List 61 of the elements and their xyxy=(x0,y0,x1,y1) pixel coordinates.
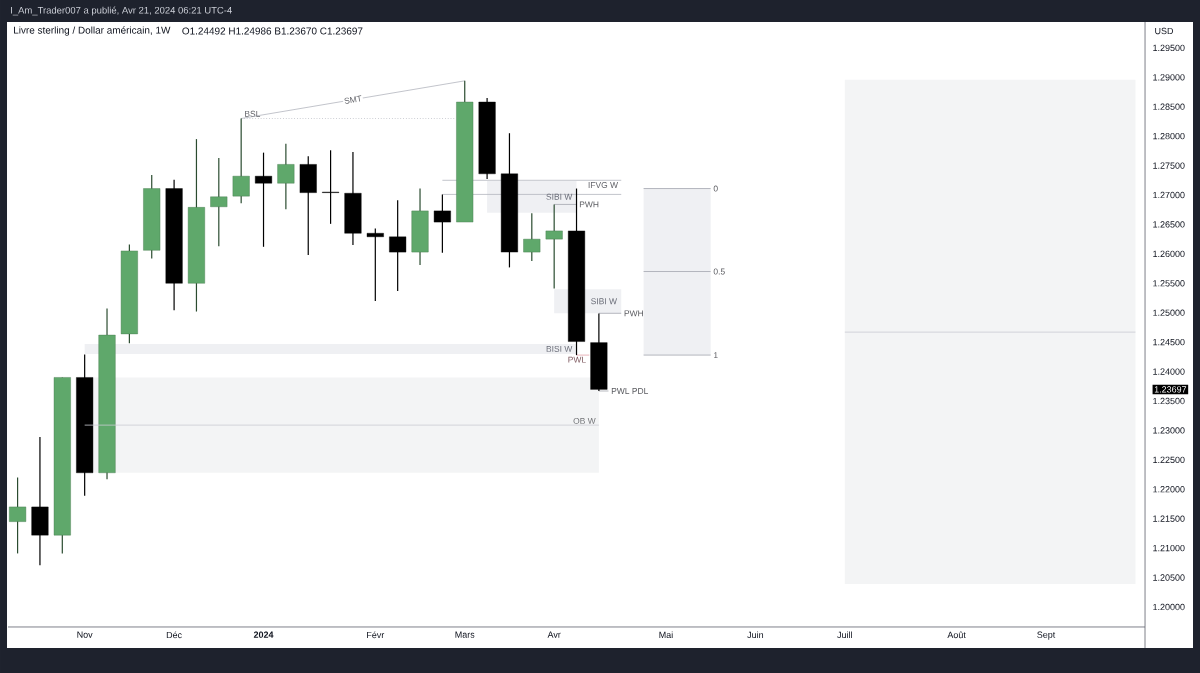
candlestick xyxy=(322,149,340,225)
y-tick-label: 1.23697 xyxy=(1154,386,1187,393)
y-tick-label: 1.20000 xyxy=(1153,603,1185,611)
x-tick-label: Mars xyxy=(455,631,475,638)
candlestick xyxy=(9,476,27,555)
series-label: PWH xyxy=(624,310,643,317)
y-axis-title: USD xyxy=(1155,27,1174,35)
y-tick-label: 1.23500 xyxy=(1153,397,1185,405)
candlestick xyxy=(232,117,250,204)
y-tick-label: 1.27500 xyxy=(1153,162,1185,169)
text: BISI W xyxy=(546,345,573,352)
candlestick xyxy=(523,212,541,262)
text: SIBI W xyxy=(591,298,618,305)
candlestick xyxy=(545,203,563,290)
x-tick-label: Juin xyxy=(747,631,764,639)
y-tick-label: 1.28500 xyxy=(1153,103,1185,110)
x-tick-label: Nov xyxy=(77,631,93,638)
text: SIBI W xyxy=(546,193,573,200)
y-tick-label: 1.25500 xyxy=(1153,280,1185,287)
series-label: IFVG W xyxy=(588,182,619,188)
series-label: 0 xyxy=(713,185,718,192)
y-tick-label: 1.20500 xyxy=(1153,574,1185,581)
y-tick-label: 1.21000 xyxy=(1153,544,1185,552)
y-tick-label: 1.28000 xyxy=(1153,132,1185,140)
series-label: 0.5 xyxy=(713,268,725,275)
y-tick-label: 1.25000 xyxy=(1153,309,1185,316)
y-tick-label: 1.26500 xyxy=(1153,221,1185,228)
text: I_Am_Trader007 a publié, Avr 21, 2024 06:21 UTC-4 xyxy=(11,6,232,16)
chart-title: Livre sterling / Dollar américain, 1W xyxy=(14,26,171,36)
x-tick-label: Sept xyxy=(1037,631,1056,640)
candlestick xyxy=(255,152,273,248)
series-label: PWH xyxy=(579,201,599,208)
y-tick-label: 1.22500 xyxy=(1153,456,1185,464)
y-tick-label: 1.24000 xyxy=(1153,368,1185,375)
x-tick-label: Avr xyxy=(547,631,561,638)
series-label: 1 xyxy=(714,352,718,358)
x-tick-label: Févr xyxy=(367,631,385,639)
y-tick-label: 1.29000 xyxy=(1153,74,1185,81)
text: SMT xyxy=(344,95,362,104)
series-label: PWL PDL xyxy=(611,388,649,394)
y-tick-label: 1.29500 xyxy=(1153,44,1185,52)
y-tick-label: 1.22000 xyxy=(1153,486,1185,493)
x-tick-label: Août xyxy=(947,631,966,639)
series-label: BSL xyxy=(245,110,261,117)
chart-subtitle: O1.24492 H1.24986 B1.23670 C1.23697 xyxy=(182,27,363,35)
candlestick xyxy=(433,193,451,254)
y-tick-label: 1.21500 xyxy=(1153,515,1185,522)
series-label: PWL xyxy=(568,356,586,363)
candlestick xyxy=(210,157,228,247)
x-tick-label: Déc xyxy=(166,631,182,639)
series-label: OB W xyxy=(573,417,596,424)
candlestick xyxy=(389,199,407,292)
x-tick-label: 2024 xyxy=(253,631,274,638)
x-tick-label: Mai xyxy=(659,631,673,639)
y-tick-label: 1.26000 xyxy=(1153,250,1185,258)
x-tick-label: Juill xyxy=(837,631,852,639)
y-tick-label: 1.27000 xyxy=(1153,191,1185,199)
candlestick xyxy=(366,227,384,302)
candlestick xyxy=(277,143,295,210)
y-tick-label: 1.23000 xyxy=(1153,427,1185,434)
y-tick-label: 1.24500 xyxy=(1153,338,1185,346)
